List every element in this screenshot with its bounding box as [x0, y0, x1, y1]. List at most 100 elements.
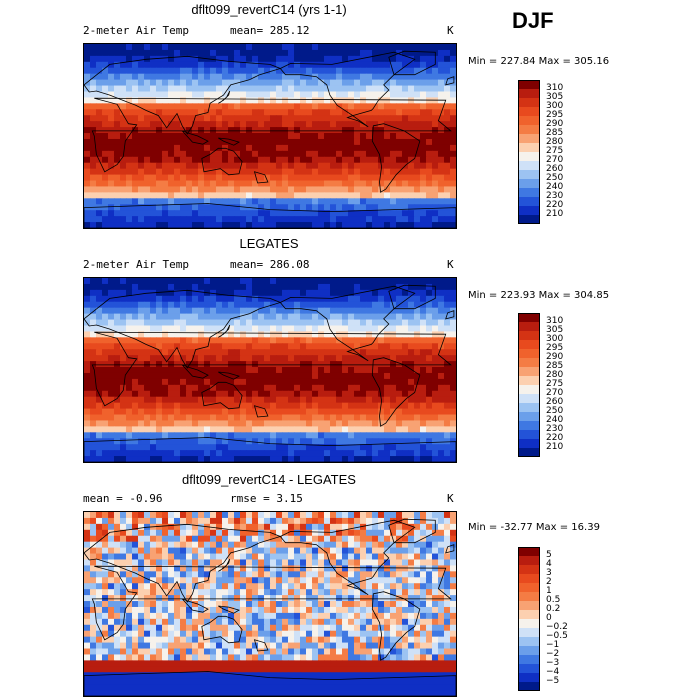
map-field-cell [414, 61, 421, 69]
map-field-cell [162, 432, 169, 439]
map-field-cell [192, 367, 199, 374]
map-field-cell [96, 529, 103, 537]
map-field-cell [318, 402, 325, 410]
map-field-cell [96, 103, 103, 110]
map-field-cell [414, 408, 421, 416]
map-field-cell [102, 55, 109, 63]
map-field-cell [300, 210, 307, 217]
map-field-cell [450, 319, 456, 327]
map-field-cell [252, 109, 259, 116]
map-field-cell [186, 174, 193, 182]
map-field-cell [264, 295, 271, 303]
map-field-cell [366, 295, 373, 303]
map-field-cell [102, 384, 109, 392]
map-field-cell [354, 73, 361, 81]
map-field-cell [198, 553, 205, 561]
map-field-cell [288, 180, 295, 188]
map-field-cell [102, 583, 109, 590]
map-field-cell [276, 61, 283, 69]
map-field-cell [318, 384, 325, 392]
map-field-cell [348, 523, 355, 531]
map-field-cell [132, 73, 139, 81]
map-field-cell [444, 535, 451, 543]
map-field-cell [282, 384, 289, 392]
map-field-cell [444, 216, 451, 223]
map-field-cell [120, 390, 127, 398]
map-field-cell [396, 278, 403, 285]
map-field-cell [438, 361, 445, 368]
map-field-cell [234, 565, 241, 572]
map-field-cell [438, 541, 445, 549]
map-field-cell [174, 456, 181, 462]
map-field-cell [378, 192, 385, 199]
map-field-cell [324, 85, 331, 93]
map-field-cell [216, 337, 223, 344]
map-field-cell [144, 512, 151, 519]
map-field-cell [402, 138, 409, 146]
map-field-cell [300, 450, 307, 457]
map-field-cell [162, 319, 169, 327]
map-field-cell [162, 198, 169, 205]
map-field-cell [420, 595, 427, 602]
map-field-cell [156, 571, 163, 578]
map-field-cell [258, 222, 265, 228]
map-field-cell [330, 97, 337, 104]
map-field-cell [198, 571, 205, 578]
map-field-cell [414, 456, 421, 462]
map-field-cell [348, 97, 355, 104]
map-field-cell [174, 127, 181, 134]
map-field-cell [378, 79, 385, 87]
map-field-cell [294, 97, 301, 104]
map-field-cell [366, 325, 373, 333]
map-field-cell [246, 301, 253, 309]
colorbar-tick-label: 280 [546, 137, 564, 147]
map-field-cell [432, 541, 439, 549]
map-field-cell [432, 44, 439, 51]
map-field-cell [252, 529, 259, 537]
map-field-cell [204, 97, 211, 104]
map-field-cell [360, 512, 367, 519]
map-field-cell [384, 325, 391, 333]
map-field-cell [90, 216, 97, 223]
map-field-cell [102, 204, 109, 211]
map-field-cell [204, 103, 211, 110]
map-field-cell [252, 127, 259, 134]
map-field-cell [216, 343, 223, 350]
map-field-cell [312, 109, 319, 116]
map-field-cell [156, 313, 163, 321]
map-field-cell [348, 186, 355, 193]
map-field-cell [264, 61, 271, 69]
map-field-cell [96, 127, 103, 134]
map-field-cell [354, 150, 361, 158]
map-field-cell [132, 127, 139, 134]
map-field-cell [420, 331, 427, 338]
map-field-cell [276, 372, 283, 380]
map-field-cell [408, 186, 415, 193]
map-field-cell [150, 97, 157, 104]
map-field-cell [390, 156, 397, 164]
map-field-cell [390, 547, 397, 555]
map-field-cell [102, 192, 109, 199]
map-field-cell [318, 547, 325, 555]
map-field-cell [150, 349, 157, 356]
map-field-cell [264, 91, 271, 99]
map-field-cell [450, 337, 456, 344]
map-field-cell [258, 541, 265, 549]
map-field-cell [162, 283, 169, 291]
map-field-cell [312, 319, 319, 327]
map-field-cell [294, 222, 301, 228]
map-field-cell [150, 307, 157, 315]
map-field-cell [318, 307, 325, 315]
map-field-cell [354, 97, 361, 104]
map-field-cell [246, 73, 253, 81]
map-field-cell [120, 343, 127, 350]
map-field-cell [270, 571, 277, 578]
map-field-cell [312, 529, 319, 537]
map-field-cell [438, 444, 445, 451]
map-field-cell [108, 325, 115, 333]
map-field-cell [306, 583, 313, 590]
map-field-cell [126, 115, 133, 122]
map-field-cell [444, 103, 451, 110]
map-field-cell [108, 313, 115, 321]
map-field-cell [246, 210, 253, 217]
